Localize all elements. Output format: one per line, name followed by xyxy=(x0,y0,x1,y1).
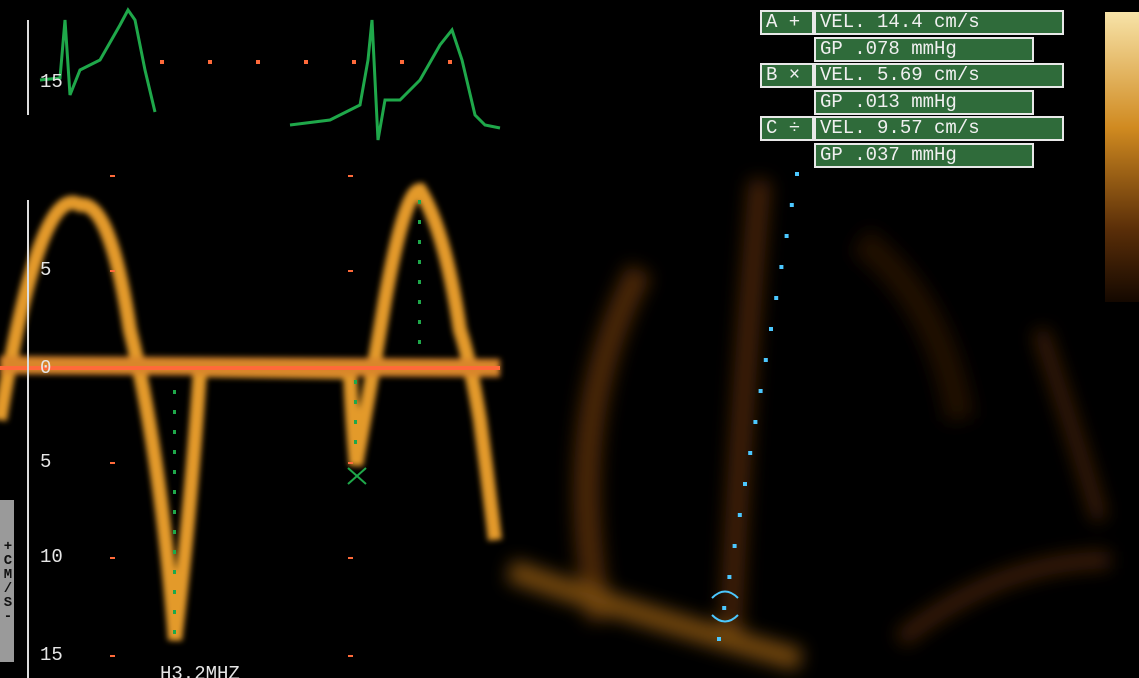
velocity-scale-label: 5 xyxy=(40,452,51,472)
decor-mark xyxy=(173,510,176,514)
decor-mark xyxy=(348,270,353,272)
decor-mark xyxy=(173,590,176,594)
decor-mark xyxy=(173,490,176,494)
decor-mark xyxy=(173,530,176,534)
decor-mark xyxy=(173,610,176,614)
decor-mark xyxy=(774,296,778,300)
decor-mark xyxy=(418,220,421,224)
gradient-box: GP .013 mmHg xyxy=(814,90,1034,115)
decor-mark xyxy=(304,60,308,64)
velocity-scale-label: 5 xyxy=(40,260,51,280)
decor-mark xyxy=(173,410,176,414)
decor-mark xyxy=(418,340,421,344)
velocity-box: VEL. 14.4 cm/s xyxy=(814,10,1064,35)
marker-box: B × xyxy=(760,63,814,88)
decor-mark xyxy=(727,575,731,579)
decor-mark xyxy=(418,240,421,244)
decor-mark xyxy=(173,570,176,574)
decor-mark xyxy=(348,557,353,559)
decor-mark xyxy=(764,358,768,362)
decor-mark xyxy=(418,300,421,304)
unit-label: +CM/S- xyxy=(0,500,14,662)
decor-mark xyxy=(173,430,176,434)
decor-mark xyxy=(173,390,176,394)
decor-mark xyxy=(748,451,752,455)
doppler-trace xyxy=(0,190,500,640)
decor-mark xyxy=(354,400,357,404)
decor-mark xyxy=(418,280,421,284)
decor-mark xyxy=(208,60,212,64)
decor-mark xyxy=(256,60,260,64)
velocity-scale-label: 10 xyxy=(40,547,63,567)
sector-echo xyxy=(510,180,1110,660)
decor-mark xyxy=(348,468,366,484)
decor-mark xyxy=(348,655,353,657)
probe-label: H3.2MHZ xyxy=(160,664,240,678)
decor-mark xyxy=(448,60,452,64)
decor-mark xyxy=(348,462,353,464)
gradient-box: GP .078 mmHg xyxy=(814,37,1034,62)
decor-mark xyxy=(753,420,757,424)
decor-mark xyxy=(418,320,421,324)
decor-mark xyxy=(738,513,742,517)
decor-mark xyxy=(400,60,404,64)
decor-mark xyxy=(348,175,353,177)
decor-mark xyxy=(717,637,721,641)
ultrasound-screen: +CM/S- H3.2MHZ 15 5 0 5 10 15 A +VEL. 14.4 cm… xyxy=(0,0,1139,678)
decor-mark xyxy=(173,630,176,634)
ecg-trace xyxy=(40,10,500,140)
decor-mark xyxy=(354,420,357,424)
decor-mark xyxy=(110,655,115,657)
decor-mark xyxy=(418,200,421,204)
decor-mark xyxy=(352,60,356,64)
gradient-box: GP .037 mmHg xyxy=(814,143,1034,168)
decor-mark xyxy=(110,175,115,177)
decor-mark xyxy=(354,440,357,444)
marker-box: C ÷ xyxy=(760,116,814,141)
decor-mark xyxy=(795,172,799,176)
decor-mark xyxy=(110,462,115,464)
marker-box: A + xyxy=(760,10,814,35)
decor-mark xyxy=(173,550,176,554)
velocity-scale-label: 15 xyxy=(40,645,63,665)
velocity-scale-label: 0 xyxy=(40,358,51,378)
ecg-scale-label: 15 xyxy=(40,72,63,92)
decor-mark xyxy=(354,380,357,384)
decor-mark xyxy=(173,450,176,454)
decor-mark xyxy=(759,389,763,393)
decor-mark xyxy=(790,203,794,207)
decor-mark xyxy=(722,606,726,610)
decor-mark xyxy=(743,482,747,486)
decor-mark xyxy=(160,60,164,64)
decor-mark xyxy=(173,470,176,474)
velocity-box: VEL. 9.57 cm/s xyxy=(814,116,1064,141)
velocity-box: VEL. 5.69 cm/s xyxy=(814,63,1064,88)
decor-mark xyxy=(785,234,789,238)
decor-mark xyxy=(779,265,783,269)
decor-mark xyxy=(110,557,115,559)
decor-mark xyxy=(733,544,737,548)
color-bar xyxy=(1105,12,1139,302)
decor-mark xyxy=(110,270,115,272)
decor-mark xyxy=(769,327,773,331)
decor-mark xyxy=(418,260,421,264)
